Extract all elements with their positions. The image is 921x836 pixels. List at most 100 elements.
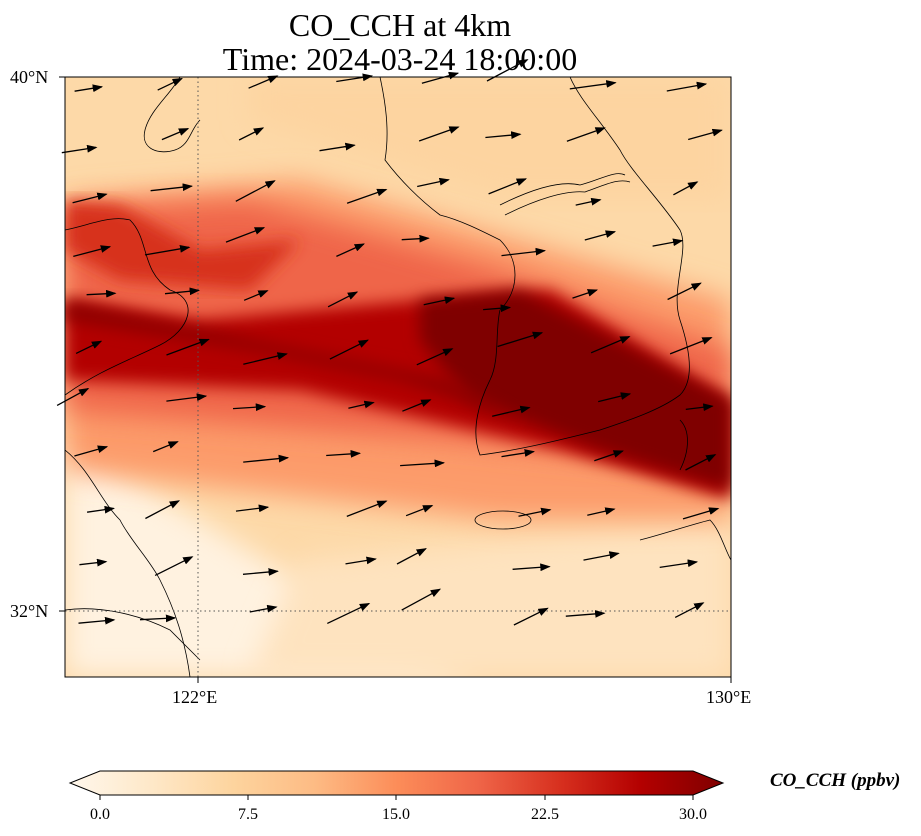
wind-arrow — [144, 245, 191, 256]
wind-arrow — [346, 500, 388, 518]
wind-arrow — [87, 505, 115, 514]
wind-arrow — [345, 556, 377, 565]
wind-arrow — [685, 403, 714, 412]
wind-arrow — [243, 352, 288, 365]
wind-arrow — [682, 507, 720, 520]
wind-arrow — [667, 282, 702, 301]
wind-arrow — [501, 449, 535, 458]
wind-arrow — [584, 230, 617, 241]
colorbar-bar — [68, 770, 725, 796]
wind-arrow — [416, 348, 454, 366]
wind-arrow — [139, 614, 177, 623]
wind-arrow — [666, 81, 708, 92]
wind-arrow — [166, 338, 210, 356]
lat-label-32n: 32°N — [10, 601, 49, 621]
wind-arrow — [152, 441, 179, 453]
wind-arrow — [78, 616, 116, 625]
colorbar-tick-label: 22.5 — [531, 806, 559, 823]
wind-arrow — [513, 607, 549, 626]
wind-arrow — [56, 387, 90, 406]
wind-arrow — [512, 563, 551, 572]
wind-arrow — [417, 177, 450, 188]
colorbar-ticks — [99, 795, 694, 800]
wind-arrow — [86, 289, 117, 298]
wind-arrow — [72, 192, 108, 204]
wind-arrow — [485, 131, 522, 140]
wind-arrow — [673, 181, 699, 196]
wind-arrow — [346, 188, 388, 204]
wind-arrow — [402, 399, 432, 412]
wind-arrow — [572, 289, 599, 299]
wind-arrow — [154, 556, 194, 576]
concentration-field — [65, 77, 731, 677]
wind-arrow — [583, 551, 620, 561]
wind-arrow — [74, 445, 109, 457]
wind-arrow — [327, 291, 359, 308]
wind-arrow — [327, 603, 371, 624]
wind-arrow — [249, 604, 278, 613]
wind-arrow — [145, 500, 181, 520]
wind-arrow — [401, 588, 442, 611]
map-title: CO_CCH at 4km — [288, 7, 512, 43]
wind-arrow — [319, 142, 356, 152]
wind-arrow — [594, 450, 624, 462]
colorbar-tick-label: 30.0 — [679, 806, 707, 823]
wind-arrow — [329, 339, 369, 360]
wind-arrow — [421, 71, 460, 84]
wind-arrow — [336, 243, 365, 257]
wind-arrow — [669, 336, 713, 355]
wind-arrow — [235, 504, 270, 513]
wind-arrow — [598, 392, 632, 403]
colorbar-tick-label: 7.5 — [238, 806, 258, 823]
colorbar-label: CO_CCH (ppbv) — [770, 770, 901, 791]
wind-arrow — [326, 450, 361, 458]
wind-arrow — [74, 84, 104, 93]
axis-ticks — [59, 76, 732, 683]
wind-arrow — [590, 336, 631, 354]
wind-arrow — [488, 178, 528, 195]
wind-arrow — [150, 183, 193, 192]
wind-arrow — [569, 80, 617, 90]
wind-arrow — [659, 559, 699, 569]
wind-arrow — [652, 238, 684, 247]
wind-arrow — [565, 610, 606, 618]
colorbar-tick-label: 0.0 — [90, 806, 110, 823]
wind-vectors — [56, 59, 723, 626]
wind-arrow — [238, 127, 265, 141]
wind-arrow — [497, 331, 544, 348]
wind-arrow — [243, 290, 269, 301]
wind-arrow — [61, 144, 98, 154]
wind-arrow — [79, 558, 108, 567]
wind-arrow — [674, 602, 705, 618]
wind-arrow — [492, 405, 531, 417]
wind-arrow — [396, 548, 427, 565]
map-time-subtitle: Time: 2024-03-24 18:00:00 — [222, 41, 578, 77]
wind-arrow — [248, 75, 279, 89]
wind-arrow — [401, 234, 430, 243]
wind-arrow — [575, 197, 602, 206]
wind-arrow — [75, 340, 103, 354]
lat-label-40n: 40°N — [10, 67, 49, 87]
wind-arrow — [423, 296, 456, 306]
lon-label-122e: 122°E — [172, 687, 218, 707]
wind-arrow — [242, 568, 279, 576]
map-frame — [64, 76, 732, 678]
wind-arrow — [225, 227, 266, 243]
coastlines — [65, 77, 731, 677]
wind-arrow — [232, 403, 267, 412]
lon-label-130e: 130°E — [706, 687, 752, 707]
wind-arrow — [418, 126, 460, 142]
wind-arrow — [587, 507, 616, 516]
wind-arrow — [405, 504, 434, 517]
wind-arrow — [685, 454, 717, 471]
wind-arrow — [166, 393, 208, 402]
wind-arrow — [235, 180, 276, 202]
gridlines — [65, 77, 731, 677]
wind-arrow — [501, 247, 546, 257]
wind-arrow — [73, 245, 112, 258]
wind-arrow — [518, 507, 552, 517]
wind-arrow — [348, 400, 375, 409]
wind-arrow — [164, 287, 200, 296]
wind-arrow — [161, 128, 190, 141]
